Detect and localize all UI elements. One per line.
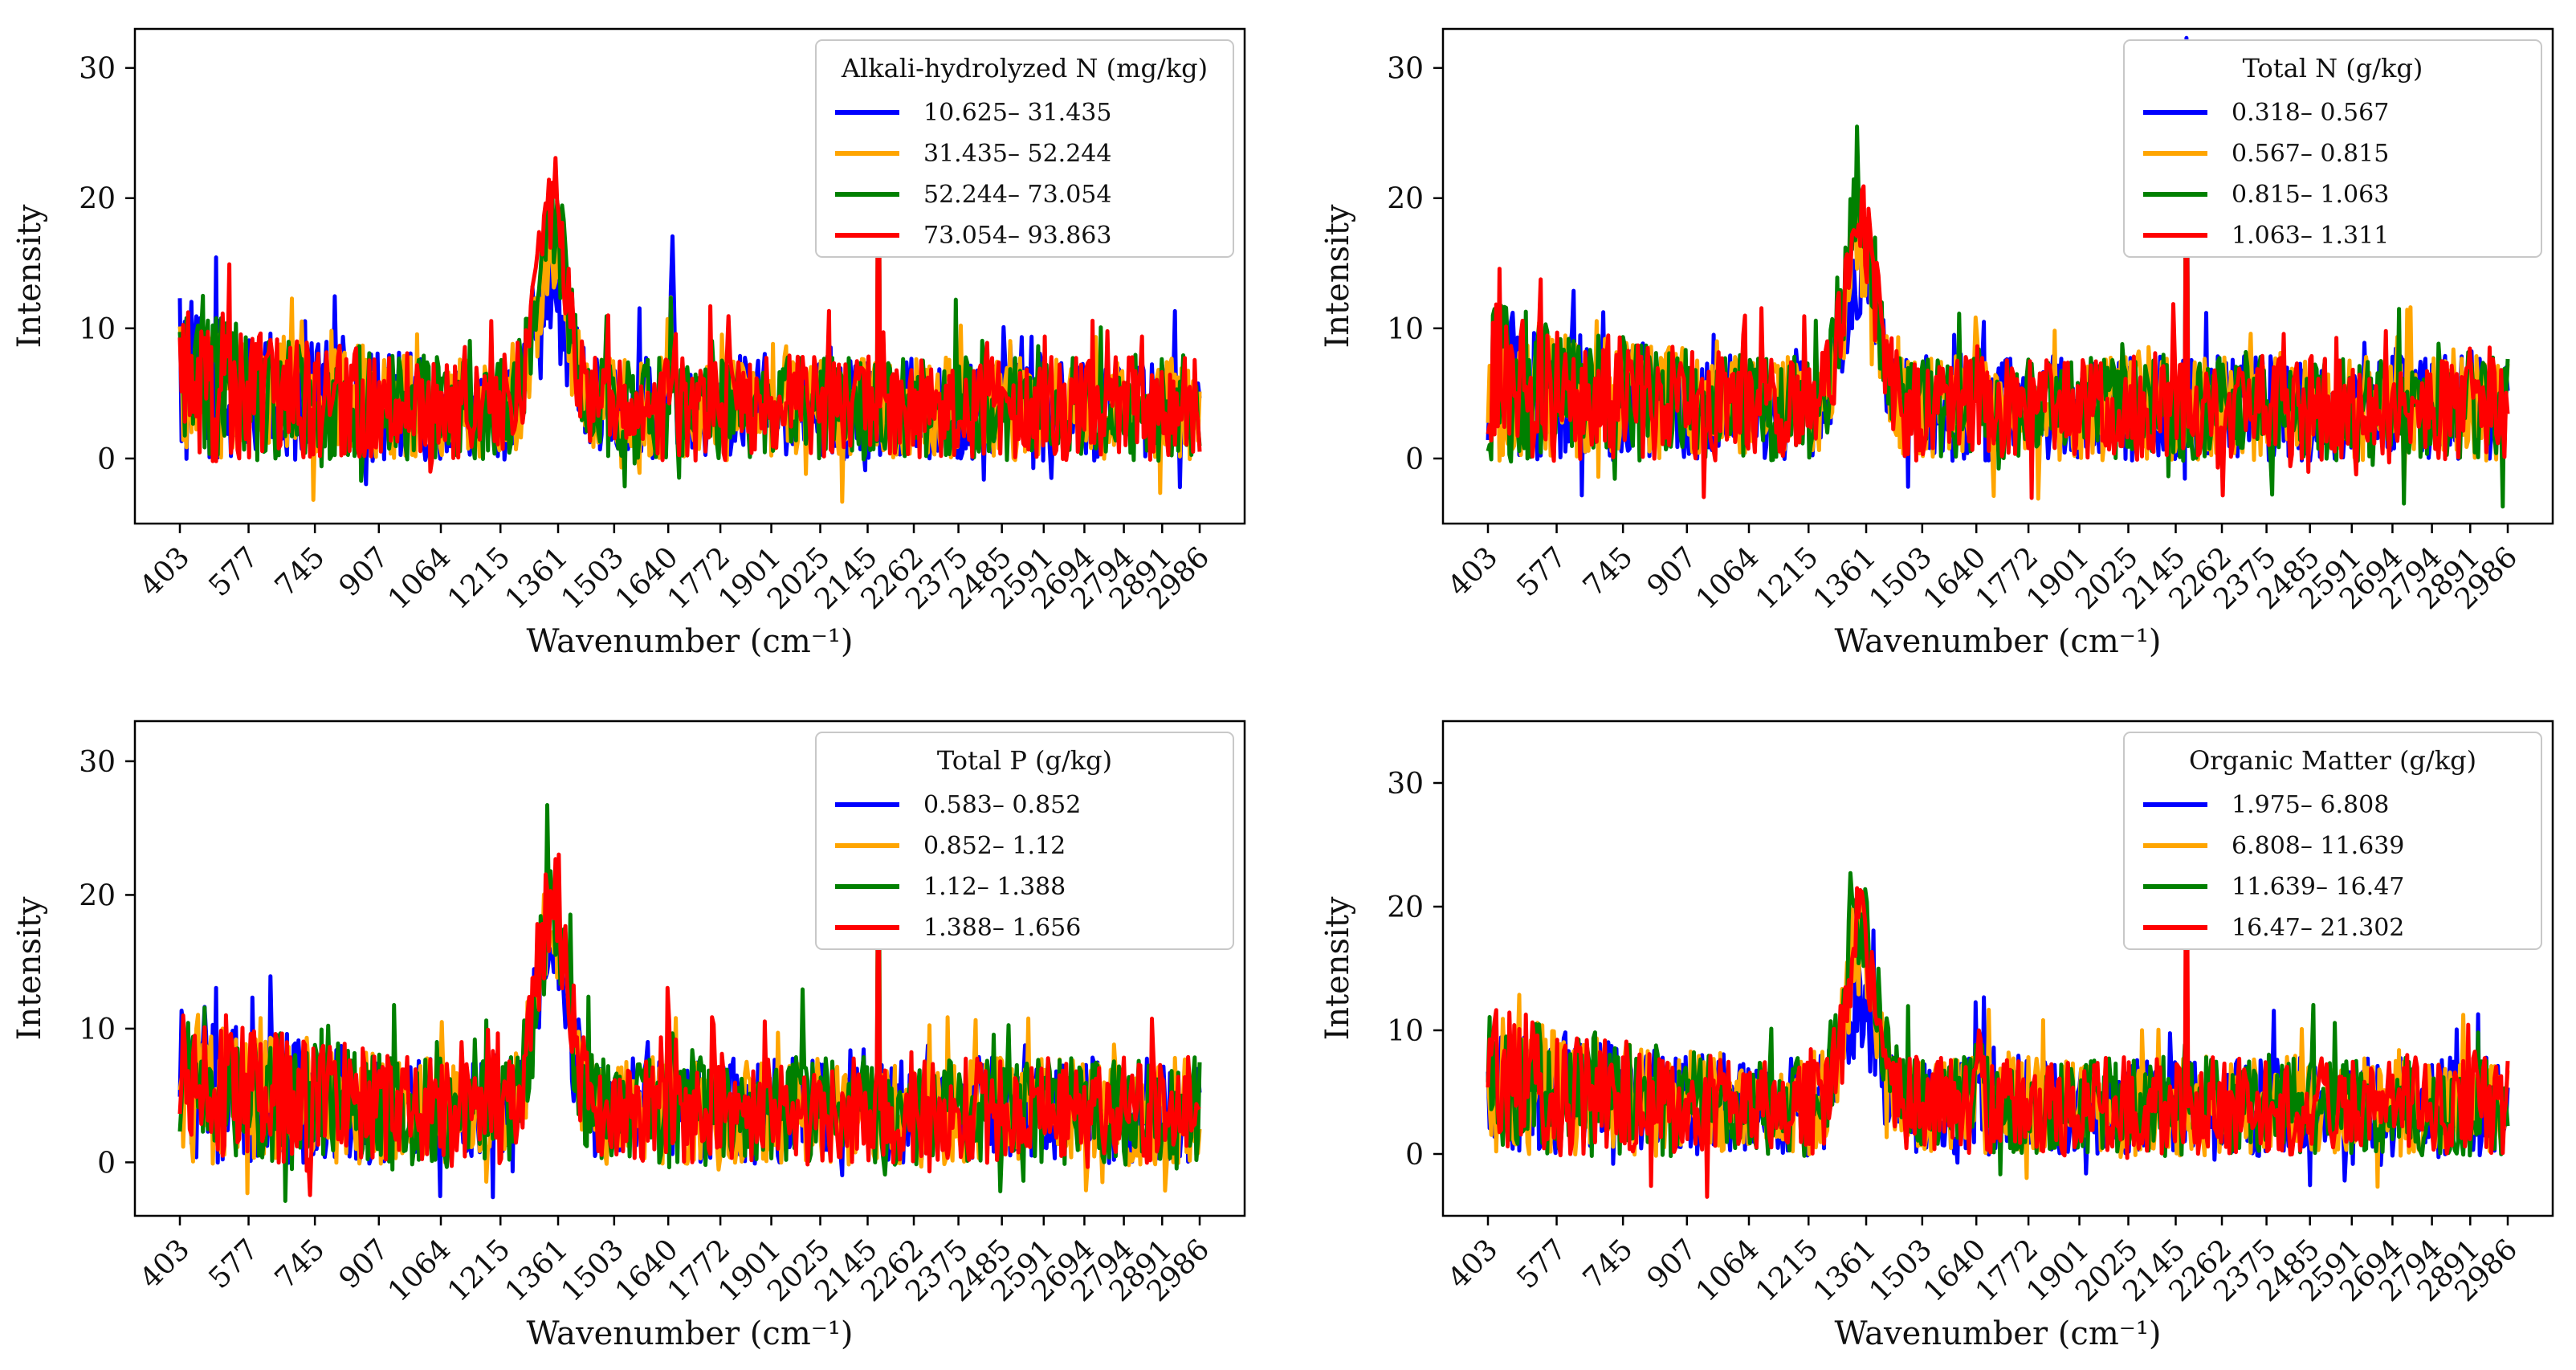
y-tick-label: 30 — [79, 746, 116, 779]
series-line-4 — [177, 852, 1201, 1197]
series-line-4 — [1486, 98, 2510, 500]
y-tick-label: 0 — [1405, 1139, 1424, 1172]
legend-entry-label: 0.815– 1.063 — [2232, 181, 2389, 209]
x-axis-label: Wavenumber (cm⁻¹) — [526, 1315, 853, 1352]
legend: Total N (g/kg) 0.318– 0.567 0.567– 0.815 0.… — [2123, 39, 2542, 258]
legend-box — [815, 39, 1234, 258]
legend-title: Organic Matter (g/kg) — [2189, 745, 2476, 776]
legend-box — [815, 732, 1234, 950]
x-tick-label: 1361 — [499, 1233, 575, 1308]
x-tick-label: 403 — [1442, 1233, 1505, 1295]
x-tick-label: 745 — [1577, 540, 1640, 603]
y-tick-label: 10 — [79, 313, 116, 346]
x-tick-label: 1215 — [1750, 1233, 1825, 1308]
x-tick-label: 1064 — [382, 540, 458, 616]
x-tick-label: 1215 — [442, 540, 517, 616]
x-tick-label: 577 — [1510, 1233, 1573, 1295]
legend-entry-label: 73.054– 93.863 — [923, 222, 1111, 250]
plot-frame — [1441, 720, 2554, 1217]
x-axis-label: Wavenumber (cm⁻¹) — [526, 623, 853, 660]
legend-entry-label: 0.567– 0.815 — [2232, 140, 2389, 168]
x-tick-label: 1503 — [1863, 540, 1938, 616]
series-line-4 — [177, 52, 1202, 474]
x-tick-label: 1064 — [382, 1233, 458, 1308]
y-axis-label: Intensity — [11, 204, 48, 348]
legend-entry-label: 52.244– 73.054 — [923, 181, 1111, 209]
x-tick-label: 1215 — [442, 1233, 517, 1308]
y-tick-label: 10 — [79, 1013, 116, 1046]
legend-entry-label: 0.852– 1.12 — [923, 832, 1066, 860]
y-tick-label: 0 — [1405, 443, 1424, 476]
x-tick-label: 1503 — [1863, 1233, 1938, 1308]
legend-entry-label: 6.808– 11.639 — [2232, 832, 2404, 860]
x-tick-label: 403 — [134, 540, 197, 603]
x-tick-label: 1064 — [1690, 1233, 1766, 1308]
plot-frame — [133, 720, 1246, 1217]
y-tick-label: 20 — [1387, 891, 1424, 924]
y-tick-label: 30 — [1387, 53, 1424, 86]
x-axis-label: Wavenumber (cm⁻¹) — [1834, 1315, 2161, 1352]
y-tick-label: 10 — [1387, 1015, 1424, 1048]
y-axis-label: Intensity — [11, 896, 48, 1040]
legend-title: Alkali-hydrolyzed N (mg/kg) — [841, 53, 1208, 84]
legend-entry-label: 31.435– 52.244 — [923, 140, 1111, 168]
x-tick-label: 1361 — [1808, 1233, 1883, 1308]
plot-frame — [133, 27, 1246, 525]
y-tick-label: 10 — [1387, 313, 1424, 346]
x-tick-label: 1064 — [1690, 540, 1766, 616]
x-tick-label: 403 — [1442, 540, 1505, 603]
y-tick-label: 0 — [97, 443, 116, 476]
x-tick-label: 745 — [1577, 1233, 1640, 1295]
y-tick-label: 30 — [1387, 768, 1424, 801]
legend-entry-label: 1.063– 1.311 — [2232, 222, 2389, 250]
y-tick-label: 0 — [97, 1147, 116, 1180]
legend-box — [2123, 39, 2542, 258]
x-axis-label: Wavenumber (cm⁻¹) — [1834, 623, 2161, 660]
legend-title: Total N (g/kg) — [2243, 53, 2423, 84]
x-tick-label: 577 — [202, 540, 265, 603]
x-tick-label: 577 — [202, 1233, 265, 1295]
legend-entry-label: 1.975– 6.808 — [2232, 791, 2389, 819]
plot-frame — [1441, 27, 2554, 525]
x-tick-label: 1361 — [499, 540, 575, 616]
x-tick-label: 745 — [269, 1233, 332, 1295]
x-tick-label: 1361 — [1808, 540, 1883, 616]
legend: Alkali-hydrolyzed N (mg/kg) 10.625– 31.43… — [815, 39, 1234, 258]
legend-entry-label: 10.625– 31.435 — [923, 99, 1111, 127]
y-tick-label: 30 — [79, 53, 116, 86]
legend-entry-label: 11.639– 16.47 — [2232, 873, 2404, 901]
legend-title: Total P (g/kg) — [937, 745, 1112, 776]
y-axis-label: Intensity — [1319, 896, 1356, 1040]
x-tick-label: 577 — [1510, 540, 1573, 603]
x-tick-label: 1503 — [555, 1233, 630, 1308]
legend-box — [2123, 732, 2542, 950]
series-line-4 — [1486, 737, 2510, 1199]
legend-entry-label: 1.12– 1.388 — [923, 873, 1066, 901]
y-axis-label: Intensity — [1319, 204, 1356, 348]
x-tick-label: 1215 — [1750, 540, 1825, 616]
legend-entry-label: 0.583– 0.852 — [923, 791, 1081, 819]
legend: Organic Matter (g/kg) 1.975– 6.808 6.808– … — [2123, 732, 2542, 950]
y-tick-label: 20 — [79, 183, 116, 216]
legend: Total P (g/kg) 0.583– 0.852 0.852– 1.12 1.1… — [815, 732, 1234, 950]
legend-entry-label: 16.47– 21.302 — [2232, 914, 2404, 942]
y-tick-label: 20 — [79, 879, 116, 912]
legend-entry-label: 1.388– 1.656 — [923, 914, 1081, 942]
x-tick-label: 403 — [134, 1233, 197, 1295]
x-tick-label: 745 — [269, 540, 332, 603]
legend-entry-label: 0.318– 0.567 — [2232, 99, 2389, 127]
x-tick-label: 1503 — [555, 540, 630, 616]
y-tick-label: 20 — [1387, 183, 1424, 216]
